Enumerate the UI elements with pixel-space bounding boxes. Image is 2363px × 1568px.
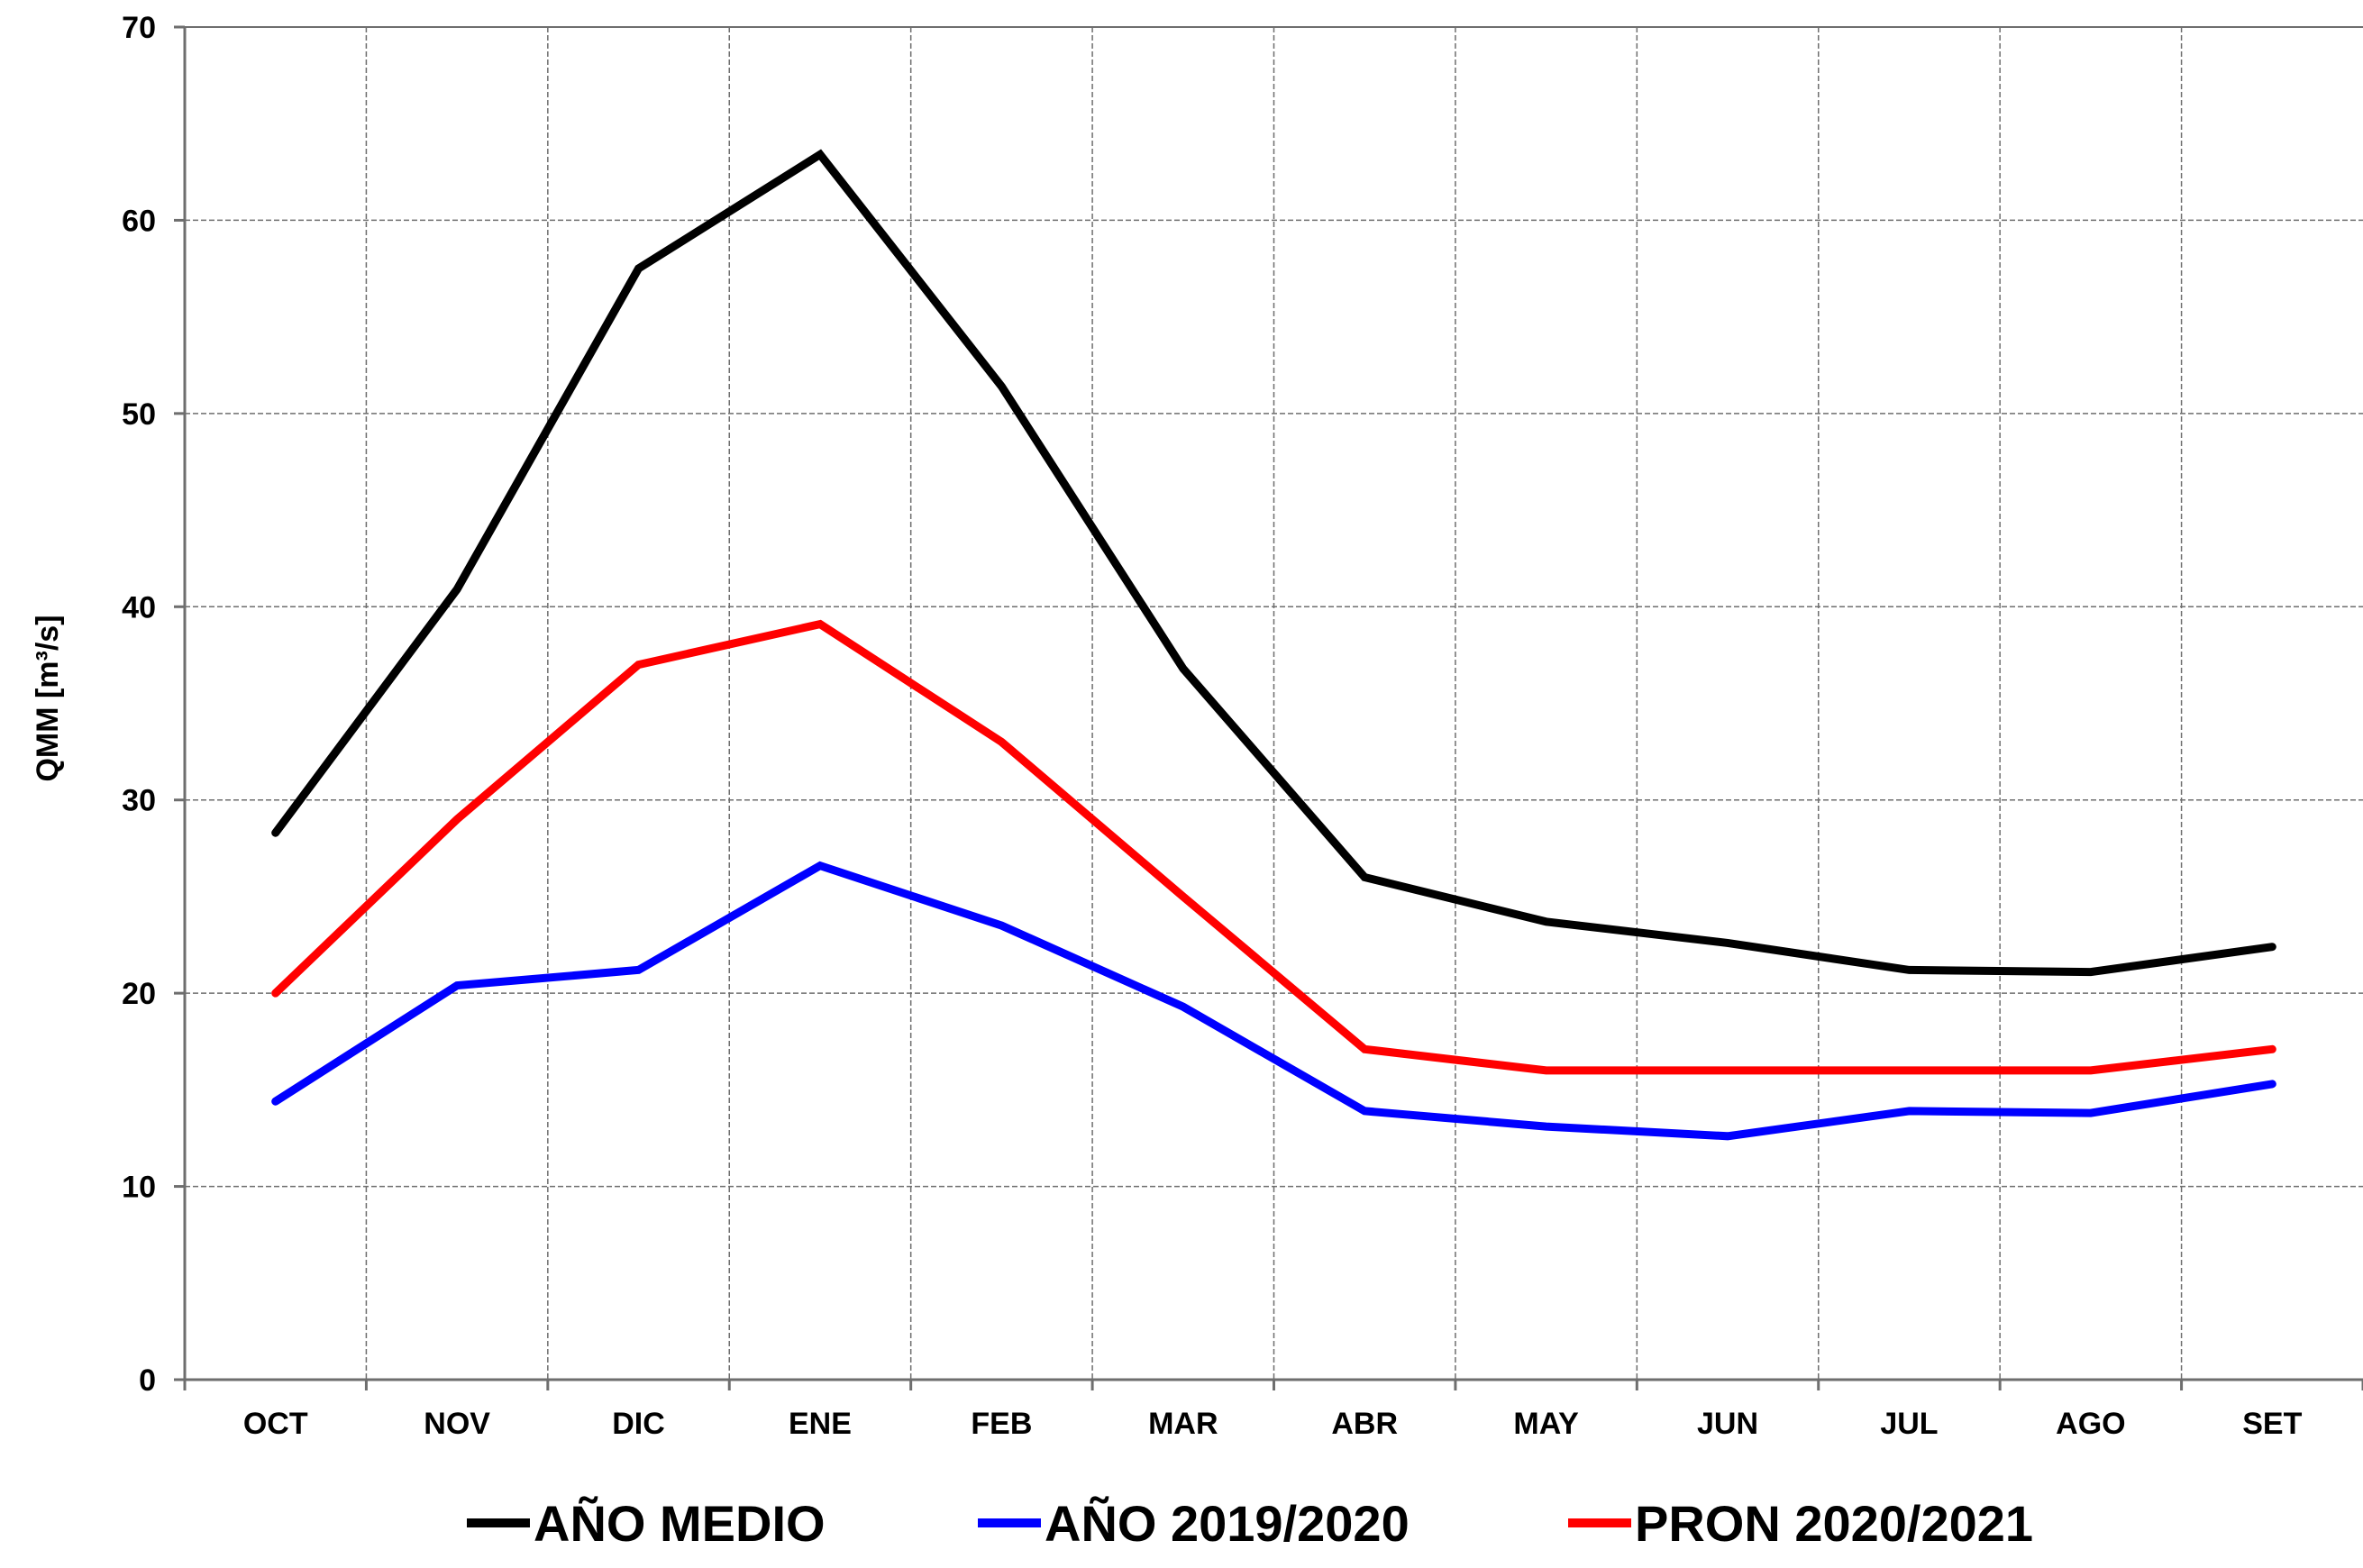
x-tick-label-ene: ENE: [789, 1407, 852, 1441]
axes: [174, 25, 2363, 1390]
y-tick-label-0: 0: [139, 1363, 156, 1398]
y-tick-label-6: 60: [122, 204, 156, 238]
x-tick-label-dic: DIC: [612, 1407, 665, 1441]
x-tick-label-nov: NOV: [424, 1407, 490, 1441]
legend-label-0: AÑO MEDIO: [534, 1495, 826, 1552]
x-tick-label-mar: MAR: [1148, 1407, 1218, 1441]
x-tick-label-ago: AGO: [2056, 1407, 2125, 1441]
y-axis-label: QMM [m³/s]: [31, 615, 65, 781]
x-tick-label-set: SET: [2242, 1407, 2302, 1441]
series-line-1: [271, 861, 2276, 1141]
y-tick-label-5: 50: [122, 397, 156, 432]
series-line-2: [271, 619, 2276, 1075]
series-line-0: [271, 149, 2276, 977]
legend-label-1: AÑO 2019/2020: [1045, 1495, 1410, 1552]
x-tick-label-may: MAY: [1513, 1407, 1579, 1441]
y-tick-labels: 0 10 20 30 40 50 60 70: [122, 11, 156, 1398]
series-lines: [271, 149, 2276, 1141]
y-tick-label-2: 20: [122, 977, 156, 1011]
legend: AÑO MEDIO AÑO 2019/2020 PRON 2020/2021: [467, 1495, 2033, 1552]
x-tick-label-jun: JUN: [1697, 1407, 1758, 1441]
legend-label-2: PRON 2020/2021: [1635, 1495, 2033, 1552]
y-tick-label-7: 70: [122, 11, 156, 45]
y-tick-label-1: 10: [122, 1171, 156, 1205]
x-tick-label-feb: FEB: [971, 1407, 1032, 1441]
x-tick-label-abr: ABR: [1331, 1407, 1398, 1441]
x-tick-labels: OCT NOV DIC ENE FEB MAR ABR MAY JUN JUL AGO SET: [243, 1407, 2303, 1441]
y-tick-label-4: 40: [122, 590, 156, 624]
y-tick-label-3: 30: [122, 784, 156, 818]
x-tick-label-oct: OCT: [243, 1407, 308, 1441]
x-tick-label-jul: JUL: [1880, 1407, 1938, 1441]
